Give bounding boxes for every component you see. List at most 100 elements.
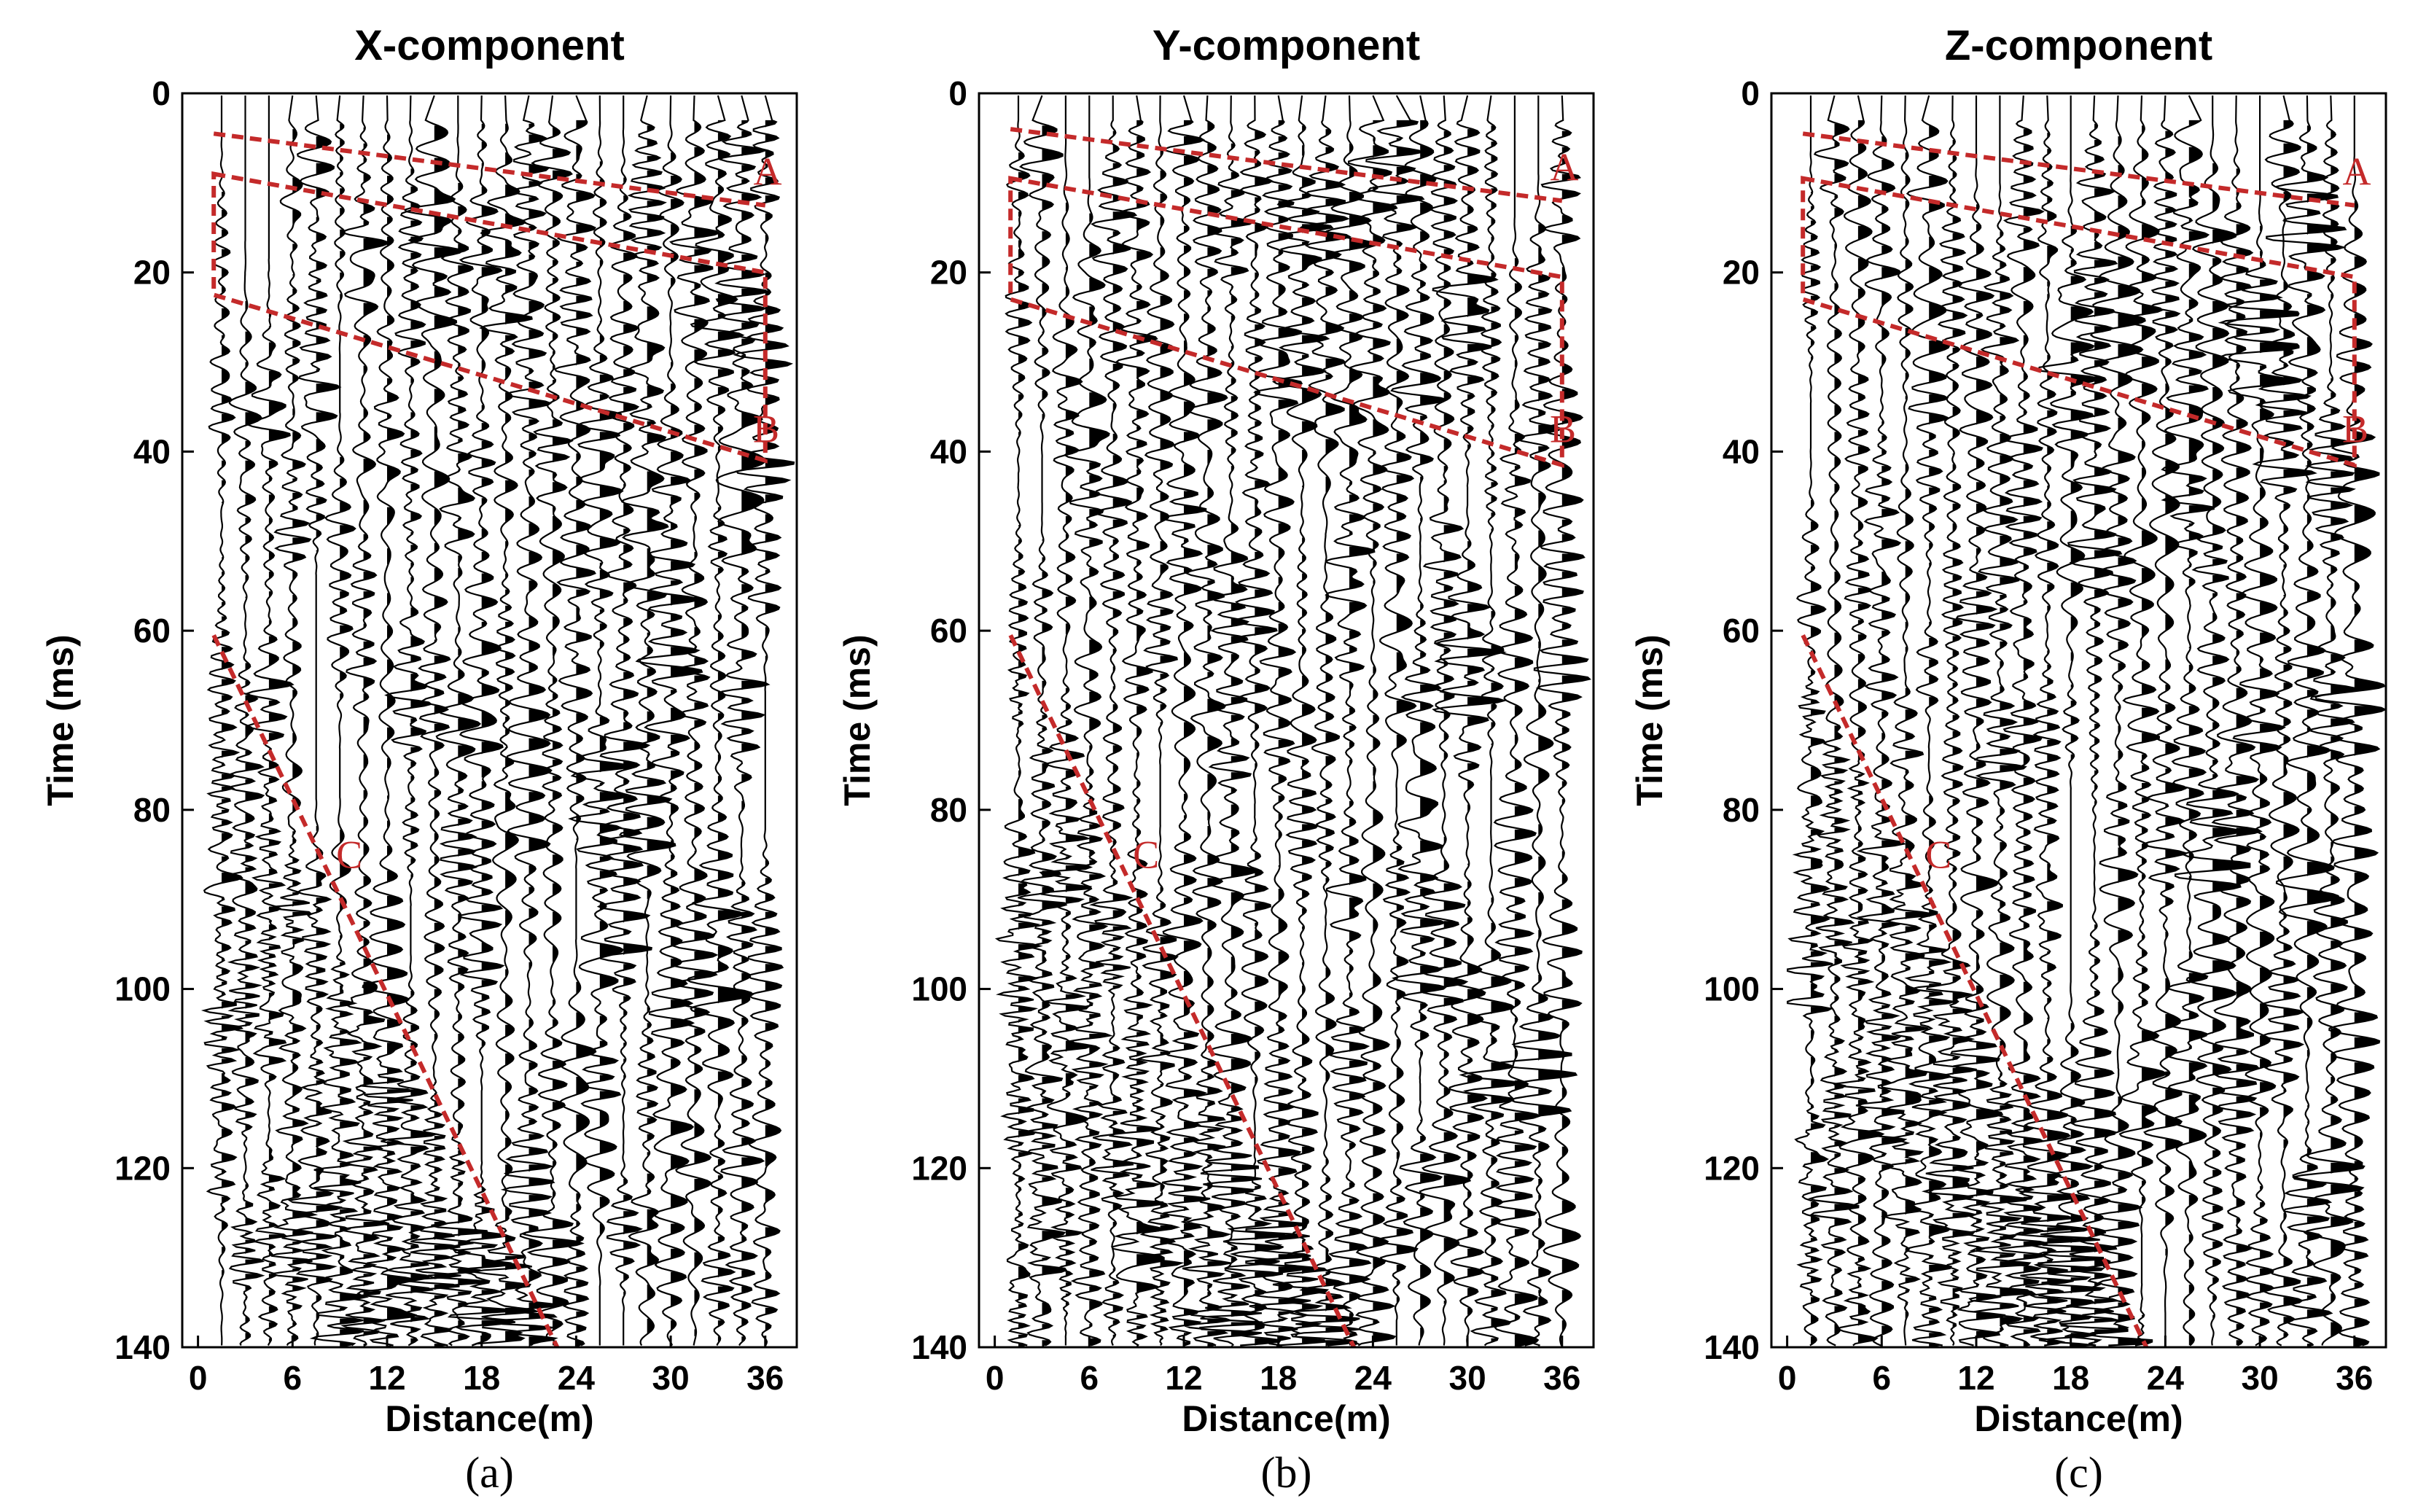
x-tick-label: 18 — [2052, 1359, 2089, 1397]
trace-fill — [1373, 120, 1397, 1342]
zone-a-boundary — [213, 131, 766, 208]
zone-a-boundary — [1010, 127, 1563, 203]
trace — [1348, 95, 1398, 1347]
trace-fill — [1514, 258, 1540, 1348]
y-tick-label: 40 — [133, 432, 171, 470]
trace — [1880, 95, 1935, 1346]
trace — [356, 95, 418, 1347]
y-tick-label: 60 — [1723, 612, 1760, 650]
y-tick-label: 140 — [1704, 1328, 1760, 1366]
trace — [1365, 95, 1425, 1346]
y-tick-label: 0 — [152, 74, 171, 112]
trace — [2211, 95, 2263, 1347]
zone-b-boundary — [1008, 176, 1564, 468]
trace-fill — [1349, 143, 1375, 1346]
y-tick-label: 140 — [114, 1328, 171, 1366]
trace-fill — [2165, 130, 2186, 1256]
trace-fill — [1207, 122, 1231, 1347]
panel-caption: (c) — [2054, 1449, 2103, 1497]
trace — [200, 96, 244, 1346]
trace-fill — [1184, 120, 1210, 1346]
y-tick-label: 60 — [133, 612, 171, 650]
trace — [403, 95, 464, 1347]
y-tick-label: 40 — [930, 432, 967, 470]
x-tick-label: 30 — [2241, 1359, 2278, 1397]
zone-label-a: A — [2343, 150, 2371, 194]
y-tick-label: 20 — [133, 254, 171, 292]
y-tick-label: 40 — [1723, 432, 1760, 470]
y-axis-label: Time (ms) — [1629, 634, 1670, 806]
trace — [2142, 95, 2188, 1346]
trace-fill — [2118, 136, 2153, 1346]
trace-fill — [2023, 129, 2048, 1348]
trace-fill — [765, 120, 794, 1344]
trace — [1135, 95, 1185, 1347]
trace — [1290, 95, 1360, 1347]
trace — [2266, 95, 2347, 1347]
trace — [2252, 95, 2317, 1347]
trace-fill — [1325, 129, 1360, 1348]
trace — [2218, 96, 2300, 1347]
y-tick-label: 80 — [1723, 791, 1760, 829]
zone-label-b: B — [2342, 408, 2368, 451]
trace-fill — [1112, 130, 1136, 1338]
x-tick-label: 24 — [2147, 1359, 2185, 1397]
trace-fill — [1160, 149, 1182, 1341]
trace-fill — [222, 192, 242, 1276]
trace — [1089, 95, 1138, 1346]
trace — [553, 95, 597, 1347]
plot-frame — [1770, 92, 2387, 1349]
trace-fill — [1089, 213, 1110, 1348]
zone-label-a: A — [754, 150, 782, 194]
y-tick-label: 120 — [114, 1149, 171, 1187]
trace — [1787, 96, 1834, 1347]
trace-fill — [553, 127, 582, 1346]
trace-fill — [2142, 125, 2166, 1346]
panel-caption: (a) — [465, 1449, 514, 1497]
y-tick-label: 20 — [1723, 254, 1760, 292]
x-tick-label: 6 — [284, 1359, 303, 1397]
trace — [686, 95, 754, 1346]
trace-fill — [1857, 120, 1883, 1344]
trace-fill — [316, 120, 343, 1337]
panel-caption: (b) — [1261, 1449, 1312, 1497]
x-axis-label: Distance(m) — [1182, 1398, 1390, 1439]
trace — [2118, 95, 2167, 1347]
x-axis-label: Distance(m) — [385, 1398, 593, 1439]
trace-fill — [1561, 130, 1590, 1331]
trace — [1271, 95, 1334, 1347]
x-tick-label: 18 — [1260, 1359, 1297, 1397]
trace — [1325, 95, 1376, 1347]
y-tick-label: 80 — [133, 791, 171, 829]
y-tick-label: 0 — [1741, 74, 1760, 112]
trace — [1039, 96, 1093, 1346]
trace-fill — [458, 182, 488, 1341]
trace — [1492, 96, 1541, 1347]
trace-fill — [2000, 231, 2030, 1348]
trace — [1459, 95, 1523, 1347]
trace-fill — [2188, 120, 2214, 1346]
panel-title: Y-component — [1153, 22, 1420, 69]
zone-label-a: A — [1551, 145, 1579, 189]
trace — [2086, 95, 2153, 1347]
trace — [427, 96, 488, 1347]
trace — [1832, 95, 1885, 1347]
x-axis-label: Distance(m) — [1974, 1398, 2183, 1439]
zone-label-b: B — [753, 408, 779, 451]
trace — [246, 96, 295, 1346]
trace — [447, 95, 515, 1347]
y-tick-label: 100 — [911, 970, 967, 1008]
panel-b: Y-component A B C 0 20 40 60 80 100 120 140 0 6 12 18 24… — [837, 22, 1595, 1497]
x-tick-label: 12 — [1957, 1359, 1994, 1397]
trace — [268, 95, 319, 1347]
trace — [2314, 96, 2387, 1347]
trace — [1807, 95, 1860, 1347]
panel-title: X-component — [354, 22, 625, 69]
trace — [1198, 95, 1263, 1347]
trace — [1432, 95, 1508, 1346]
trace — [2161, 95, 2215, 1347]
y-tick-label: 100 — [114, 970, 171, 1008]
trace — [1968, 96, 2032, 1347]
trace — [1018, 95, 1068, 1347]
y-tick-label: 140 — [911, 1328, 967, 1366]
